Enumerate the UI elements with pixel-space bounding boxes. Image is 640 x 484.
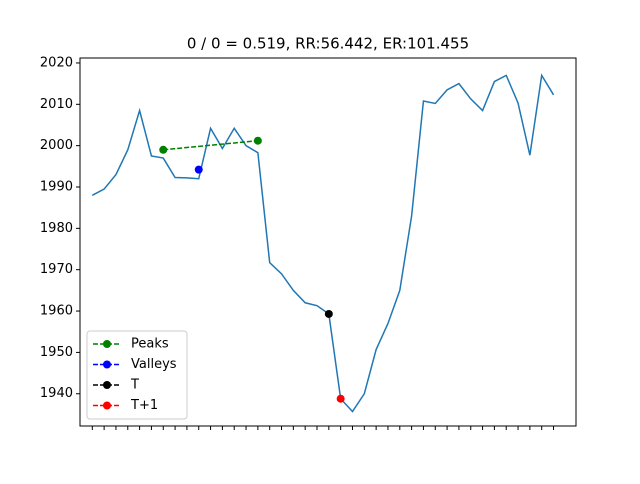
y-tick-label: 1970 <box>40 262 73 277</box>
marker <box>194 165 203 174</box>
y-tick-label: 2000 <box>40 138 73 153</box>
series-line <box>163 139 258 151</box>
legend-label: T <box>130 378 139 393</box>
marker <box>159 145 168 154</box>
y-tick-label: 1980 <box>40 221 73 236</box>
y-tick-label: 1990 <box>40 180 73 195</box>
marker <box>324 309 333 318</box>
legend-marker <box>103 360 111 369</box>
chart-title: 0 / 0 = 0.519, RR:56.442, ER:101.455 <box>187 35 469 53</box>
y-tick-label: 2010 <box>40 97 73 112</box>
marker <box>253 136 262 145</box>
legend-box <box>86 330 188 420</box>
legend-marker <box>103 401 111 410</box>
legend-label: Peaks <box>131 337 169 352</box>
plot-frame <box>79 57 577 427</box>
legend-marker <box>103 381 111 389</box>
marker <box>336 394 345 403</box>
y-tick-label: 1940 <box>40 386 73 401</box>
legend-marker <box>103 340 111 348</box>
y-tick-label: 2020 <box>40 55 73 70</box>
price-line <box>91 73 555 413</box>
y-tick-label: 1960 <box>40 304 73 319</box>
legend-label: Valleys <box>131 357 177 372</box>
legend-label: T+1 <box>130 398 158 413</box>
y-tick-label: 1950 <box>40 345 73 360</box>
